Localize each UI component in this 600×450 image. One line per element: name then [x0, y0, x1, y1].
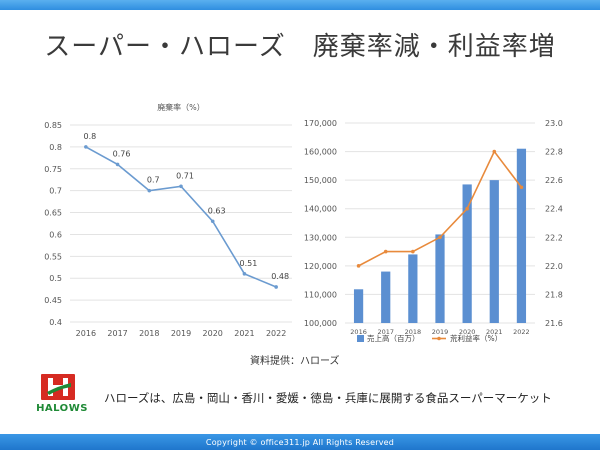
sales-y-tick-label: 130,000	[304, 233, 337, 242]
sales-profit-combo-chart: 100,000 110,000 120,000 130,000 140,000 150,0…	[304, 119, 563, 343]
waste-data-label: 0.7	[147, 176, 160, 185]
waste-x-tick-label: 2018	[139, 329, 159, 338]
waste-rate-point	[179, 184, 183, 189]
waste-y-tick-label: 0.75	[44, 165, 62, 174]
sales-y-tick-label: 150,000	[304, 176, 337, 185]
margin-y-tick-label: 23.0	[545, 119, 563, 128]
bottom-footer-band: Copyright © office311.jp All Rights Rese…	[0, 434, 600, 450]
sales-x-tick-label: 2022	[513, 328, 530, 336]
waste-data-label: 0.8	[83, 132, 96, 141]
sales-x-tick-label: 2016	[350, 328, 367, 336]
sales-bar	[435, 234, 445, 323]
waste-x-tick-label: 2021	[234, 329, 254, 338]
margin-point	[465, 206, 469, 211]
waste-data-label: 0.71	[176, 171, 194, 180]
waste-rate-point	[115, 162, 120, 167]
sales-bar	[489, 180, 499, 323]
company-description: ハローズは、広島・岡山・香川・愛媛・徳島・兵庫に展開する食品スーパーマーケット	[104, 391, 552, 405]
sales-x-tick-label: 2018	[405, 328, 422, 336]
sales-bar	[353, 289, 364, 323]
margin-point	[492, 149, 497, 154]
waste-rate-point	[242, 272, 247, 276]
waste-data-label: 0.48	[271, 272, 289, 281]
waste-rate-point	[274, 285, 278, 289]
sales-y-tick-label: 140,000	[304, 205, 337, 214]
margin-point	[356, 264, 361, 268]
waste-data-label: 0.51	[240, 259, 258, 268]
halows-logo-mark	[41, 374, 75, 400]
slide-title: スーパー・ハローズ 廃棄率減・利益率増	[44, 32, 556, 62]
margin-point	[411, 249, 415, 254]
sales-y-tick-label: 100,000	[304, 319, 337, 328]
sales-bar	[381, 271, 391, 323]
copyright-text: Copyright © office311.jp All Rights Rese…	[205, 437, 395, 447]
waste-y-tick-label: 0.4	[49, 318, 62, 327]
waste-rate-point	[147, 188, 152, 193]
sales-y-tick-label: 170,000	[304, 119, 337, 128]
waste-x-tick-label: 2022	[266, 329, 286, 338]
waste-y-tick-label: 0.85	[44, 121, 62, 130]
halows-logo: HALOWS	[32, 374, 94, 416]
sales-y-tick-label: 110,000	[304, 290, 337, 299]
sales-x-tick-label: 2019	[432, 328, 449, 336]
waste-x-tick-label: 2020	[203, 329, 223, 338]
waste-chart-title: 廃棄率（%）	[157, 102, 205, 112]
waste-y-tick-label: 0.5	[49, 274, 62, 283]
waste-y-tick-label: 0.65	[44, 209, 62, 218]
top-accent-band	[0, 0, 600, 10]
legend-label-sales: 売上高（百万）	[367, 333, 420, 343]
halows-logo-text: HALOWS	[36, 403, 88, 414]
waste-y-tick-label: 0.8	[49, 143, 62, 152]
margin-y-tick-label: 22.0	[545, 262, 563, 271]
waste-y-tick-label: 0.45	[44, 296, 62, 305]
waste-data-label: 0.76	[113, 149, 131, 158]
legend-marker-margin	[437, 336, 441, 341]
sales-x-tick-label: 2021	[486, 328, 503, 336]
waste-y-tick-label: 0.55	[44, 252, 62, 261]
sales-y-tick-label: 160,000	[304, 148, 337, 157]
margin-y-tick-label: 22.2	[545, 233, 563, 242]
legend-swatch-sales	[357, 335, 364, 342]
waste-rate-line-chart: 廃棄率（%） 0.4 0.45 0.5 0.55 0.6 0.65 0.7 0.75 0.8 0.8…	[44, 102, 292, 338]
waste-x-tick-label: 2017	[107, 329, 127, 338]
sales-bar	[408, 254, 418, 323]
sales-bar	[516, 148, 527, 323]
sales-bar	[462, 184, 472, 323]
sales-x-tick-label: 2017	[377, 328, 394, 336]
margin-y-tick-label: 22.6	[545, 176, 563, 185]
margin-y-tick-label: 22.4	[545, 205, 563, 214]
margin-point	[519, 185, 524, 190]
waste-data-label: 0.63	[208, 206, 226, 215]
sales-x-tick-label: 2020	[459, 328, 476, 336]
sales-y-tick-label: 120,000	[304, 262, 337, 271]
waste-y-tick-label: 0.6	[49, 230, 62, 239]
margin-y-tick-label: 21.6	[545, 319, 563, 328]
waste-x-tick-label: 2016	[76, 329, 96, 338]
margin-y-tick-label: 22.8	[545, 148, 563, 157]
waste-rate-point	[210, 219, 215, 224]
waste-y-tick-label: 0.7	[49, 187, 62, 196]
legend-label-margin: 荒利益率（%）	[450, 333, 502, 343]
source-note: 資料提供：ハローズ	[250, 356, 340, 367]
margin-point	[383, 249, 388, 254]
margin-y-tick-label: 21.8	[545, 290, 563, 299]
waste-rate-point	[84, 145, 88, 149]
waste-x-tick-label: 2019	[171, 329, 191, 338]
margin-point	[438, 235, 442, 240]
